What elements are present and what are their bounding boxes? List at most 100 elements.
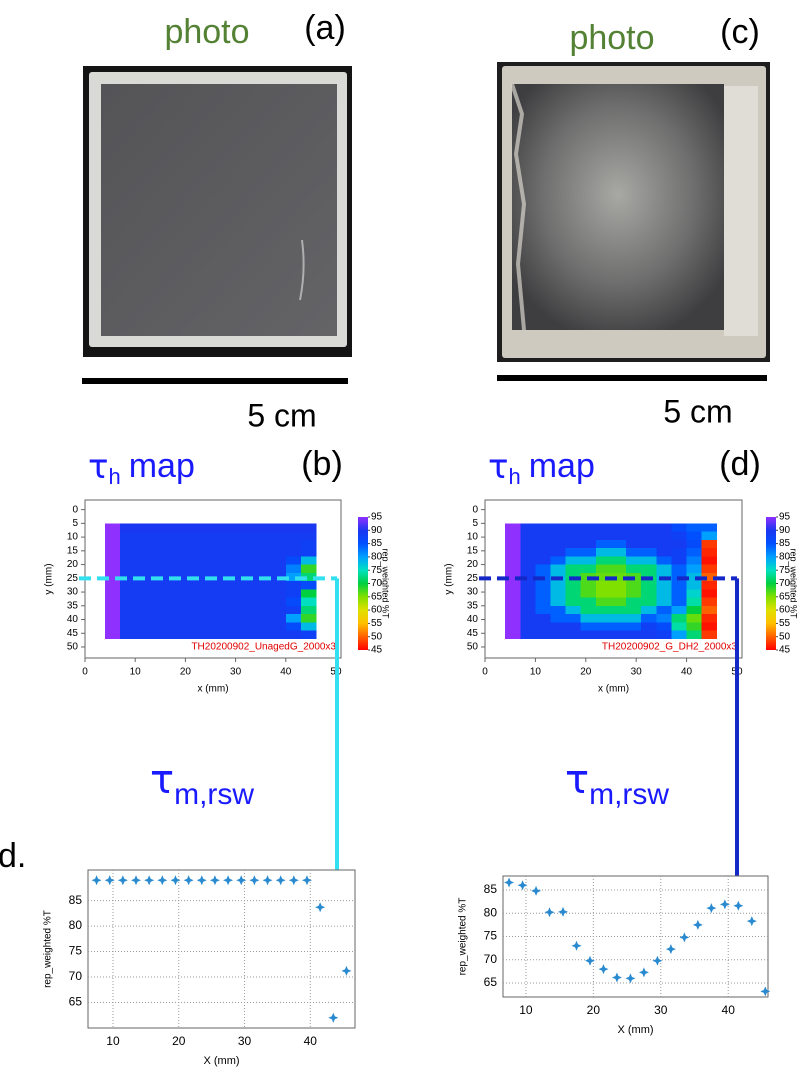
heat-cell — [551, 523, 567, 532]
heat-cell — [301, 589, 316, 598]
profile-title: τm,rsw — [565, 757, 669, 811]
heat-cell — [241, 606, 256, 615]
heat-cell — [210, 581, 225, 590]
heat-cell — [135, 532, 150, 541]
heat-cell — [641, 581, 657, 590]
heat-cell — [641, 598, 657, 607]
heat-cell — [656, 606, 672, 615]
heat-cell — [520, 589, 536, 598]
x-tick-label: 30 — [230, 667, 242, 678]
heat-cell — [120, 565, 135, 574]
colorbar-tick-label: 95 — [371, 512, 383, 523]
heat-cell — [671, 622, 687, 631]
heat-cell — [180, 606, 195, 615]
heat-cell — [520, 556, 536, 565]
heat-cell — [105, 523, 120, 532]
y-tick-label: 0 — [472, 504, 478, 515]
heat-cell — [105, 581, 120, 590]
heat-cell — [150, 598, 165, 607]
heat-cell — [581, 581, 597, 590]
heat-cell — [551, 598, 567, 607]
heat-cell — [535, 606, 551, 615]
heat-cell — [656, 598, 672, 607]
heat-cell — [256, 631, 271, 640]
heat-cell — [611, 556, 627, 565]
heat-cell — [520, 622, 536, 631]
colorbar — [766, 517, 776, 650]
y-tick-label: 40 — [467, 614, 479, 625]
heat-cell — [551, 532, 567, 541]
heat-cell — [626, 606, 642, 615]
heat-cell — [226, 523, 241, 532]
heat-cell — [611, 598, 627, 607]
heat-cell — [150, 523, 165, 532]
cut-text: d. — [0, 837, 26, 875]
heat-cell — [301, 556, 316, 565]
heat-cell — [626, 523, 642, 532]
subscript: m,rsw — [589, 778, 669, 811]
heat-cell — [611, 631, 627, 640]
heat-cell — [210, 598, 225, 607]
heat-cell — [135, 606, 150, 615]
heat-cell — [641, 606, 657, 615]
x-tick-label: 40 — [280, 667, 292, 678]
panel-title: photo — [164, 13, 249, 51]
heat-cell — [641, 523, 657, 532]
y-tick-label: 50 — [467, 642, 479, 653]
heat-cell — [566, 548, 582, 557]
heat-cell — [271, 614, 286, 623]
heat-cell — [271, 581, 286, 590]
heat-cell — [702, 581, 718, 590]
heat-cell — [656, 556, 672, 565]
heat-cell — [611, 622, 627, 631]
heat-cell — [105, 598, 120, 607]
x-axis-label: x (mm) — [197, 684, 228, 695]
heat-cell — [626, 614, 642, 623]
heat-cell — [596, 631, 612, 640]
photo-c — [497, 62, 770, 362]
heat-cell — [656, 589, 672, 598]
heat-cell — [551, 631, 567, 640]
heat-cell — [286, 598, 301, 607]
heat-cell — [210, 556, 225, 565]
heat-cell — [505, 606, 521, 615]
heat-cell — [671, 589, 687, 598]
heat-cell — [611, 548, 627, 557]
subscript: m,rsw — [174, 778, 254, 811]
y-axis-label: rep_weighted %T — [43, 910, 54, 988]
heat-cell — [626, 581, 642, 590]
heat-cell — [656, 540, 672, 549]
heat-cell — [256, 606, 271, 615]
heat-cell — [105, 565, 120, 574]
heat-cell — [120, 622, 135, 631]
heat-cell — [150, 622, 165, 631]
heat-cell — [241, 598, 256, 607]
y-tick-label: 80 — [484, 905, 498, 919]
heat-cell — [271, 556, 286, 565]
symbol: τ — [488, 447, 508, 487]
heat-cell — [551, 622, 567, 631]
heat-cell — [105, 548, 120, 557]
y-tick-label: 75 — [69, 944, 83, 958]
heat-cell — [195, 532, 210, 541]
heat-cell — [671, 598, 687, 607]
heat-cell — [566, 556, 582, 565]
heat-cell — [256, 565, 271, 574]
heat-cell — [702, 614, 718, 623]
heat-cell — [226, 622, 241, 631]
subscript: h — [508, 464, 520, 489]
heat-cell — [702, 532, 718, 541]
heat-cell — [702, 565, 718, 574]
heat-cell — [195, 598, 210, 607]
heat-cell — [671, 614, 687, 623]
heat-cell — [105, 589, 120, 598]
colorbar-tick-label: 45 — [779, 645, 791, 656]
heat-cell — [520, 606, 536, 615]
heat-cell — [505, 523, 521, 532]
heat-cell — [505, 532, 521, 541]
heat-cell — [256, 589, 271, 598]
heat-cell — [596, 523, 612, 532]
heat-cell — [687, 540, 703, 549]
